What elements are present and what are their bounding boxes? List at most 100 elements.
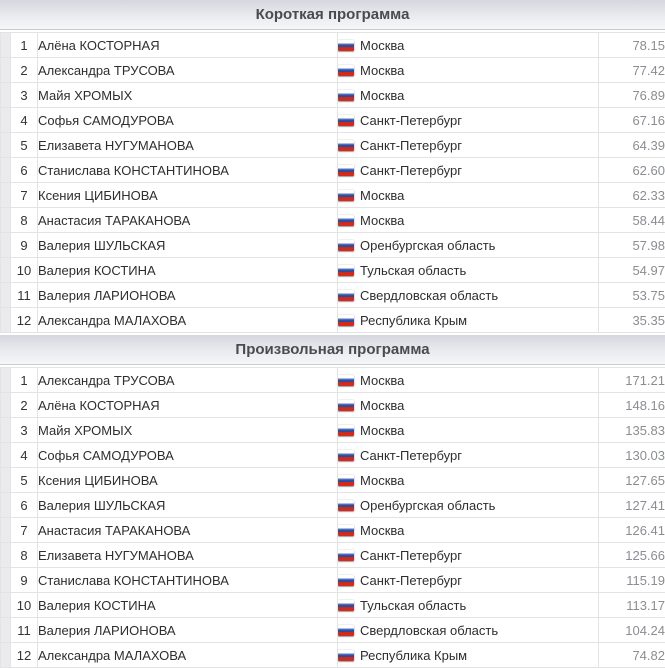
- result-row: 2 Алёна КОСТОРНАЯ Москва 148.16: [1, 393, 665, 418]
- result-row: 3 Майя ХРОМЫХ Москва 76.89: [1, 83, 665, 108]
- result-row: 7 Ксения ЦИБИНОВА Москва 62.33: [1, 183, 665, 208]
- result-row: 5 Ксения ЦИБИНОВА Москва 127.65: [1, 468, 665, 493]
- rank-cell: 5: [11, 468, 38, 493]
- rank-cell: 1: [11, 33, 38, 58]
- score-cell: 115.19: [599, 568, 665, 593]
- skater-name-cell: Станислава КОНСТАНТИНОВА: [38, 158, 338, 183]
- score-cell: 53.75: [599, 283, 665, 308]
- rank-cell: 9: [11, 233, 38, 258]
- row-marker-cell: [1, 393, 11, 418]
- row-marker-cell: [1, 58, 11, 83]
- score-cell: 127.65: [599, 468, 665, 493]
- region-cell: Свердловская область: [338, 618, 599, 643]
- skater-name-cell: Александра ТРУСОВА: [38, 58, 338, 83]
- russia-flag-icon: [338, 140, 354, 151]
- row-marker-cell: [1, 593, 11, 618]
- result-row: 4 Софья САМОДУРОВА Санкт-Петербург 130.0…: [1, 443, 665, 468]
- short-program-results-table: 1 Алёна КОСТОРНАЯ Москва 78.15 2 Алексан…: [0, 32, 665, 333]
- region-label: Москва: [360, 188, 404, 203]
- row-marker-cell: [1, 158, 11, 183]
- score-cell: 171.21: [599, 368, 665, 393]
- region-cell: Москва: [338, 208, 599, 233]
- region-cell: Санкт-Петербург: [338, 158, 599, 183]
- russia-flag-icon: [338, 525, 354, 536]
- russia-flag-icon: [338, 165, 354, 176]
- region-label: Москва: [360, 473, 404, 488]
- result-row: 8 Анастасия ТАРАКАНОВА Москва 58.44: [1, 208, 665, 233]
- region-cell: Москва: [338, 368, 599, 393]
- skater-name-cell: Валерия ШУЛЬСКАЯ: [38, 233, 338, 258]
- region-cell: Москва: [338, 58, 599, 83]
- region-label: Москва: [360, 38, 404, 53]
- row-marker-cell: [1, 443, 11, 468]
- skater-name-cell: Валерия ШУЛЬСКАЯ: [38, 493, 338, 518]
- rank-cell: 12: [11, 643, 38, 668]
- region-cell: Республика Крым: [338, 643, 599, 668]
- skater-name-cell: Ксения ЦИБИНОВА: [38, 468, 338, 493]
- russia-flag-icon: [338, 475, 354, 486]
- region-label: Республика Крым: [360, 648, 467, 663]
- russia-flag-icon: [338, 450, 354, 461]
- result-row: 11 Валерия ЛАРИОНОВА Свердловская област…: [1, 283, 665, 308]
- region-cell: Москва: [338, 393, 599, 418]
- region-cell: Свердловская область: [338, 283, 599, 308]
- score-cell: 127.41: [599, 493, 665, 518]
- russia-flag-icon: [338, 400, 354, 411]
- result-row: 6 Валерия ШУЛЬСКАЯ Оренбургская область …: [1, 493, 665, 518]
- row-marker-cell: [1, 643, 11, 668]
- skater-name-cell: Александра МАЛАХОВА: [38, 308, 338, 333]
- skater-name-cell: Александра ТРУСОВА: [38, 368, 338, 393]
- row-marker-cell: [1, 493, 11, 518]
- rank-cell: 3: [11, 83, 38, 108]
- row-marker-cell: [1, 308, 11, 333]
- section-title-free-program: Произвольная программа: [0, 335, 665, 365]
- rank-cell: 10: [11, 593, 38, 618]
- region-label: Санкт-Петербург: [360, 113, 462, 128]
- region-label: Оренбургская область: [360, 238, 495, 253]
- result-row: 10 Валерия КОСТИНА Тульская область 54.9…: [1, 258, 665, 283]
- rank-cell: 4: [11, 443, 38, 468]
- score-cell: 126.41: [599, 518, 665, 543]
- result-row: 6 Станислава КОНСТАНТИНОВА Санкт-Петербу…: [1, 158, 665, 183]
- region-cell: Санкт-Петербург: [338, 568, 599, 593]
- rank-cell: 1: [11, 368, 38, 393]
- skater-name-cell: Софья САМОДУРОВА: [38, 443, 338, 468]
- score-cell: 54.97: [599, 258, 665, 283]
- skater-name-cell: Елизавета НУГУМАНОВА: [38, 133, 338, 158]
- skater-name-cell: Алёна КОСТОРНАЯ: [38, 393, 338, 418]
- rank-cell: 11: [11, 618, 38, 643]
- rank-cell: 10: [11, 258, 38, 283]
- score-cell: 77.42: [599, 58, 665, 83]
- region-label: Москва: [360, 398, 404, 413]
- skater-name-cell: Алёна КОСТОРНАЯ: [38, 33, 338, 58]
- score-cell: 130.03: [599, 443, 665, 468]
- skater-name-cell: Александра МАЛАХОВА: [38, 643, 338, 668]
- region-cell: Москва: [338, 183, 599, 208]
- region-label: Москва: [360, 88, 404, 103]
- skater-name-cell: Валерия КОСТИНА: [38, 593, 338, 618]
- row-marker-cell: [1, 418, 11, 443]
- rank-cell: 3: [11, 418, 38, 443]
- region-cell: Тульская область: [338, 593, 599, 618]
- rank-cell: 5: [11, 133, 38, 158]
- result-row: 12 Александра МАЛАХОВА Республика Крым 7…: [1, 643, 665, 668]
- region-label: Санкт-Петербург: [360, 448, 462, 463]
- free-program-results-table: 1 Александра ТРУСОВА Москва 171.21 2 Алё…: [0, 367, 665, 668]
- region-cell: Москва: [338, 518, 599, 543]
- region-label: Свердловская область: [360, 623, 498, 638]
- row-marker-cell: [1, 83, 11, 108]
- score-cell: 62.33: [599, 183, 665, 208]
- region-label: Санкт-Петербург: [360, 163, 462, 178]
- skater-name-cell: Валерия КОСТИНА: [38, 258, 338, 283]
- region-label: Москва: [360, 213, 404, 228]
- russia-flag-icon: [338, 650, 354, 661]
- region-label: Москва: [360, 523, 404, 538]
- row-marker-cell: [1, 368, 11, 393]
- score-cell: 104.24: [599, 618, 665, 643]
- region-label: Санкт-Петербург: [360, 548, 462, 563]
- region-cell: Москва: [338, 33, 599, 58]
- rank-cell: 2: [11, 58, 38, 83]
- region-label: Санкт-Петербург: [360, 138, 462, 153]
- region-cell: Санкт-Петербург: [338, 108, 599, 133]
